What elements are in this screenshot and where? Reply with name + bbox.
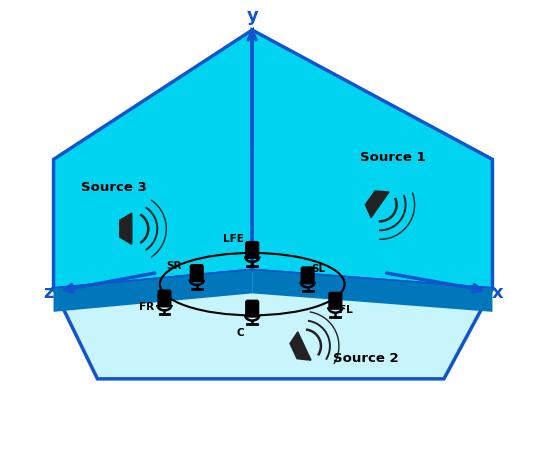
FancyBboxPatch shape	[246, 300, 259, 317]
Text: z: z	[44, 285, 54, 302]
FancyBboxPatch shape	[191, 265, 203, 281]
Text: Source 2: Source 2	[333, 352, 398, 365]
FancyBboxPatch shape	[329, 292, 342, 309]
Polygon shape	[365, 191, 389, 218]
Polygon shape	[54, 270, 492, 379]
Text: FR: FR	[139, 302, 155, 312]
Polygon shape	[252, 270, 492, 312]
Text: Source 3: Source 3	[81, 181, 146, 194]
FancyBboxPatch shape	[246, 242, 259, 258]
FancyBboxPatch shape	[301, 267, 314, 284]
Polygon shape	[120, 213, 132, 244]
Polygon shape	[54, 270, 252, 312]
Text: SL: SL	[311, 264, 325, 274]
Text: y: y	[246, 7, 258, 25]
FancyBboxPatch shape	[158, 290, 171, 307]
Text: SR: SR	[166, 261, 181, 271]
Text: FL: FL	[339, 304, 352, 315]
Text: C: C	[237, 328, 245, 338]
Text: x: x	[491, 285, 503, 302]
Polygon shape	[290, 332, 311, 360]
Text: Source 1: Source 1	[360, 151, 426, 164]
Text: LFE: LFE	[223, 234, 244, 244]
Polygon shape	[54, 30, 252, 289]
Polygon shape	[252, 30, 492, 289]
